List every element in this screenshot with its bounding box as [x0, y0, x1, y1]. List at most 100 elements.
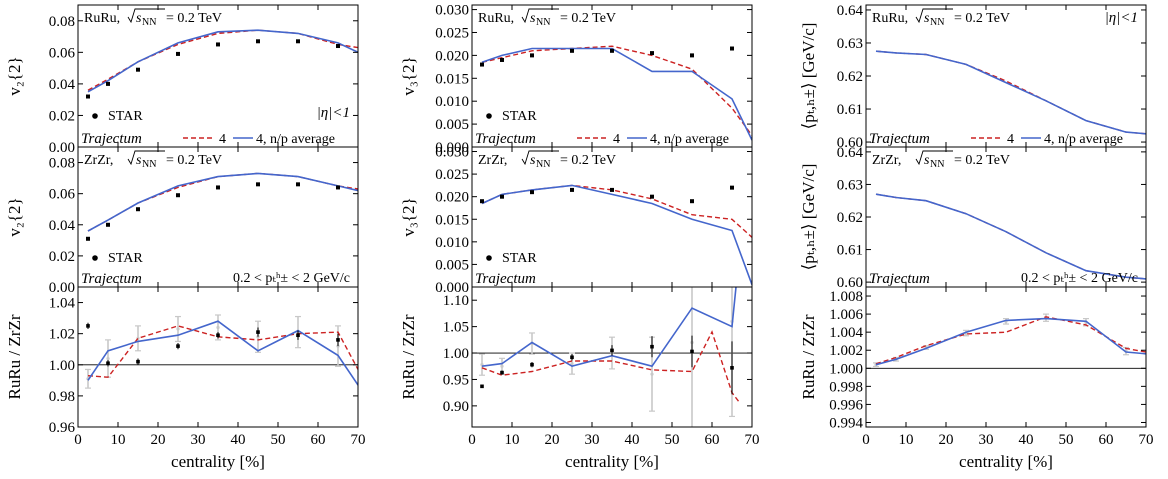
- star-point: [730, 185, 734, 190]
- sqrt-nn-subscript: NN: [142, 17, 156, 28]
- series-dashed-line: [87, 29, 358, 91]
- axes-frame: [77, 4, 359, 148]
- star-point: [570, 48, 574, 53]
- model-error-point: [650, 372, 654, 376]
- sqrt-icon: [521, 8, 559, 24]
- legend-star-label: STAR: [502, 109, 537, 124]
- x-tick-label: 40: [625, 432, 640, 448]
- legend-star-marker: [486, 255, 492, 261]
- axes-frame: [471, 4, 753, 148]
- x-axis-label: centrality [%]: [171, 452, 265, 471]
- series-solid-line: [87, 29, 358, 93]
- star-point: [500, 57, 504, 62]
- x-tick-label: 70: [745, 432, 760, 448]
- y-tick-label: 0.000: [435, 280, 469, 296]
- y-tick-label: 0.95: [443, 372, 469, 388]
- x-tick-label: 0: [468, 432, 476, 448]
- star-point: [136, 207, 140, 212]
- panel-ratio-pt: 0.994 0.996 0.998 1.000 1.002 1.004 1.006 1.008…: [799, 286, 1154, 471]
- x-tick-label: 70: [1139, 432, 1154, 448]
- panel-v3-zrzr: 0.000 0.005 0.010 0.015 0.020 0.025 0.030 v₃{2}…: [399, 145, 753, 296]
- system-label: RuRu,: [84, 11, 120, 26]
- data-point: [86, 324, 90, 328]
- star-point: [530, 53, 534, 58]
- x-axis-label: centrality [%]: [565, 452, 659, 471]
- eta-cut-label: |η|<1: [317, 105, 350, 121]
- data-point: [610, 348, 614, 353]
- legend-star-label: STAR: [108, 251, 143, 266]
- x-axis-label: centrality [%]: [959, 452, 1053, 471]
- x-tick-label: 60: [1099, 432, 1114, 448]
- y-tick-label: 0.60: [837, 275, 863, 291]
- model-label: Trajectum: [81, 131, 142, 147]
- y-tick-label: 1.10: [443, 293, 469, 309]
- legend-dashed-label: 4: [1007, 132, 1014, 147]
- y-tick-label: 1.000: [829, 361, 863, 377]
- series-solid-line: [481, 47, 752, 141]
- y-tick-label: 0.60: [837, 135, 863, 151]
- y-tick-label: 0.020: [435, 190, 469, 206]
- y-tick-label: 0.015: [435, 71, 469, 87]
- energy-label: = 0.2 TeV: [560, 153, 616, 168]
- y-tick-label: 0.02: [49, 249, 75, 265]
- sqrt-s-nn: s: [530, 153, 536, 168]
- y-tick-label: 0.994: [829, 415, 863, 431]
- model-error-point: [500, 364, 504, 368]
- y-tick-label: 0.96: [49, 420, 76, 436]
- y-tick-label: 1.02: [49, 327, 75, 343]
- y-tick-label: 1.004: [829, 325, 863, 341]
- y-axis-label: RuRu / ZrZr: [799, 314, 818, 399]
- star-point: [610, 187, 614, 192]
- model-error-point: [216, 325, 220, 330]
- star-point: [610, 48, 614, 53]
- data-point: [256, 330, 260, 334]
- series-solid-line: [87, 320, 358, 386]
- system-label: ZrZr,: [84, 153, 113, 168]
- sqrt-s-nn: s: [924, 153, 930, 168]
- series-dashed-line: [875, 50, 1146, 135]
- plot-area: [875, 50, 1146, 135]
- y-tick-label: 0.010: [435, 94, 469, 110]
- y-axis-label: RuRu / ZrZr: [5, 314, 24, 399]
- model-error-point: [106, 356, 110, 361]
- sqrt-s-nn: s: [924, 11, 930, 26]
- star-point: [216, 185, 220, 190]
- sqrt-nn-subscript: NN: [536, 17, 550, 28]
- legend-star-label: STAR: [108, 109, 143, 124]
- y-axis-label: v₃{2}: [399, 56, 418, 95]
- y-tick-label: 0.64: [837, 3, 864, 19]
- data-point: [216, 333, 220, 338]
- y-axis-label: v₂{2}: [5, 56, 24, 95]
- plot-area: [86, 172, 358, 241]
- star-point: [650, 194, 654, 199]
- model-label: Trajectum: [475, 271, 536, 287]
- x-tick-label: 50: [665, 432, 680, 448]
- star-point: [690, 199, 694, 204]
- star-point: [86, 94, 90, 99]
- x-tick-label: 0: [74, 432, 82, 448]
- star-point: [106, 222, 110, 227]
- y-tick-label: 0.02: [49, 108, 75, 124]
- series-dashed-line: [875, 316, 1146, 365]
- star-point: [296, 182, 300, 187]
- series-dashed-line: [87, 325, 358, 378]
- y-axis-label: v₂{2}: [5, 197, 24, 236]
- star-point: [216, 42, 220, 47]
- sqrt-icon: [521, 150, 559, 166]
- y-tick-label: 1.00: [49, 358, 75, 374]
- sqrt-icon: [127, 150, 165, 166]
- star-point: [480, 62, 484, 67]
- legend-solid-label: 4, n/p average: [256, 132, 335, 147]
- y-tick-label: 1.00: [443, 346, 469, 362]
- y-tick-label: 0.030: [435, 145, 469, 161]
- y-tick-label: 1.04: [49, 296, 76, 312]
- pt-cut-label: 0.2 < pₜʰ± < 2 GeV/c: [1021, 271, 1138, 286]
- model-label: Trajectum: [475, 131, 536, 147]
- x-tick-label: 20: [545, 432, 560, 448]
- data-point: [106, 361, 110, 366]
- star-point: [296, 39, 300, 44]
- y-tick-label: 1.008: [829, 289, 863, 305]
- x-tick-label: 60: [705, 432, 720, 448]
